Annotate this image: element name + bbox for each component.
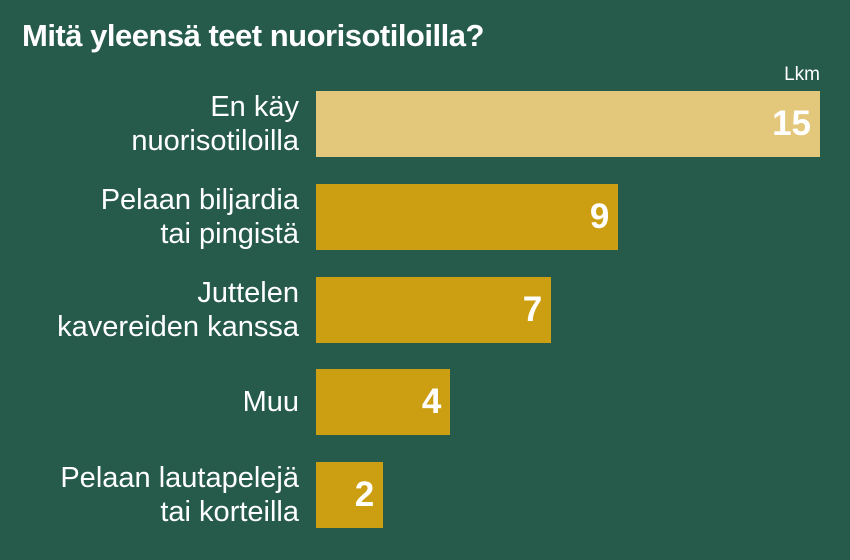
chart-title: Mitä yleensä teet nuorisotiloilla? [22,18,484,53]
value-label: 9 [589,196,610,236]
bar [316,183,619,250]
bar [316,369,451,436]
category-label: Pelaan biljardia tai pingistä [100,183,299,250]
value-label: 4 [421,382,442,422]
category-label: Pelaan lautapelejä tai korteilla [60,462,299,528]
bar [316,276,552,343]
x-axis-label: Lkm [784,64,820,85]
category-label: Juttelen kavereiden kanssa [57,276,299,343]
value-label: 2 [354,475,375,514]
bar [316,91,820,157]
category-label: Muu [242,386,299,419]
value-label: 7 [522,289,543,329]
value-label: 15 [772,104,811,143]
bar [316,462,384,528]
category-label: En käy nuorisotiloilla [131,91,299,157]
